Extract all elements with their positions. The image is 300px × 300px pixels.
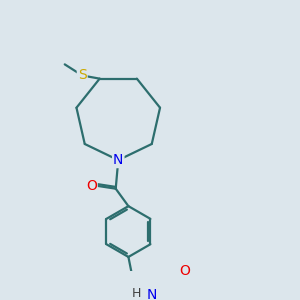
Text: S: S (78, 68, 87, 83)
Text: N: N (147, 288, 158, 300)
Text: H: H (132, 287, 141, 300)
Text: N: N (113, 153, 123, 167)
Text: O: O (179, 264, 190, 278)
Text: O: O (86, 178, 97, 193)
